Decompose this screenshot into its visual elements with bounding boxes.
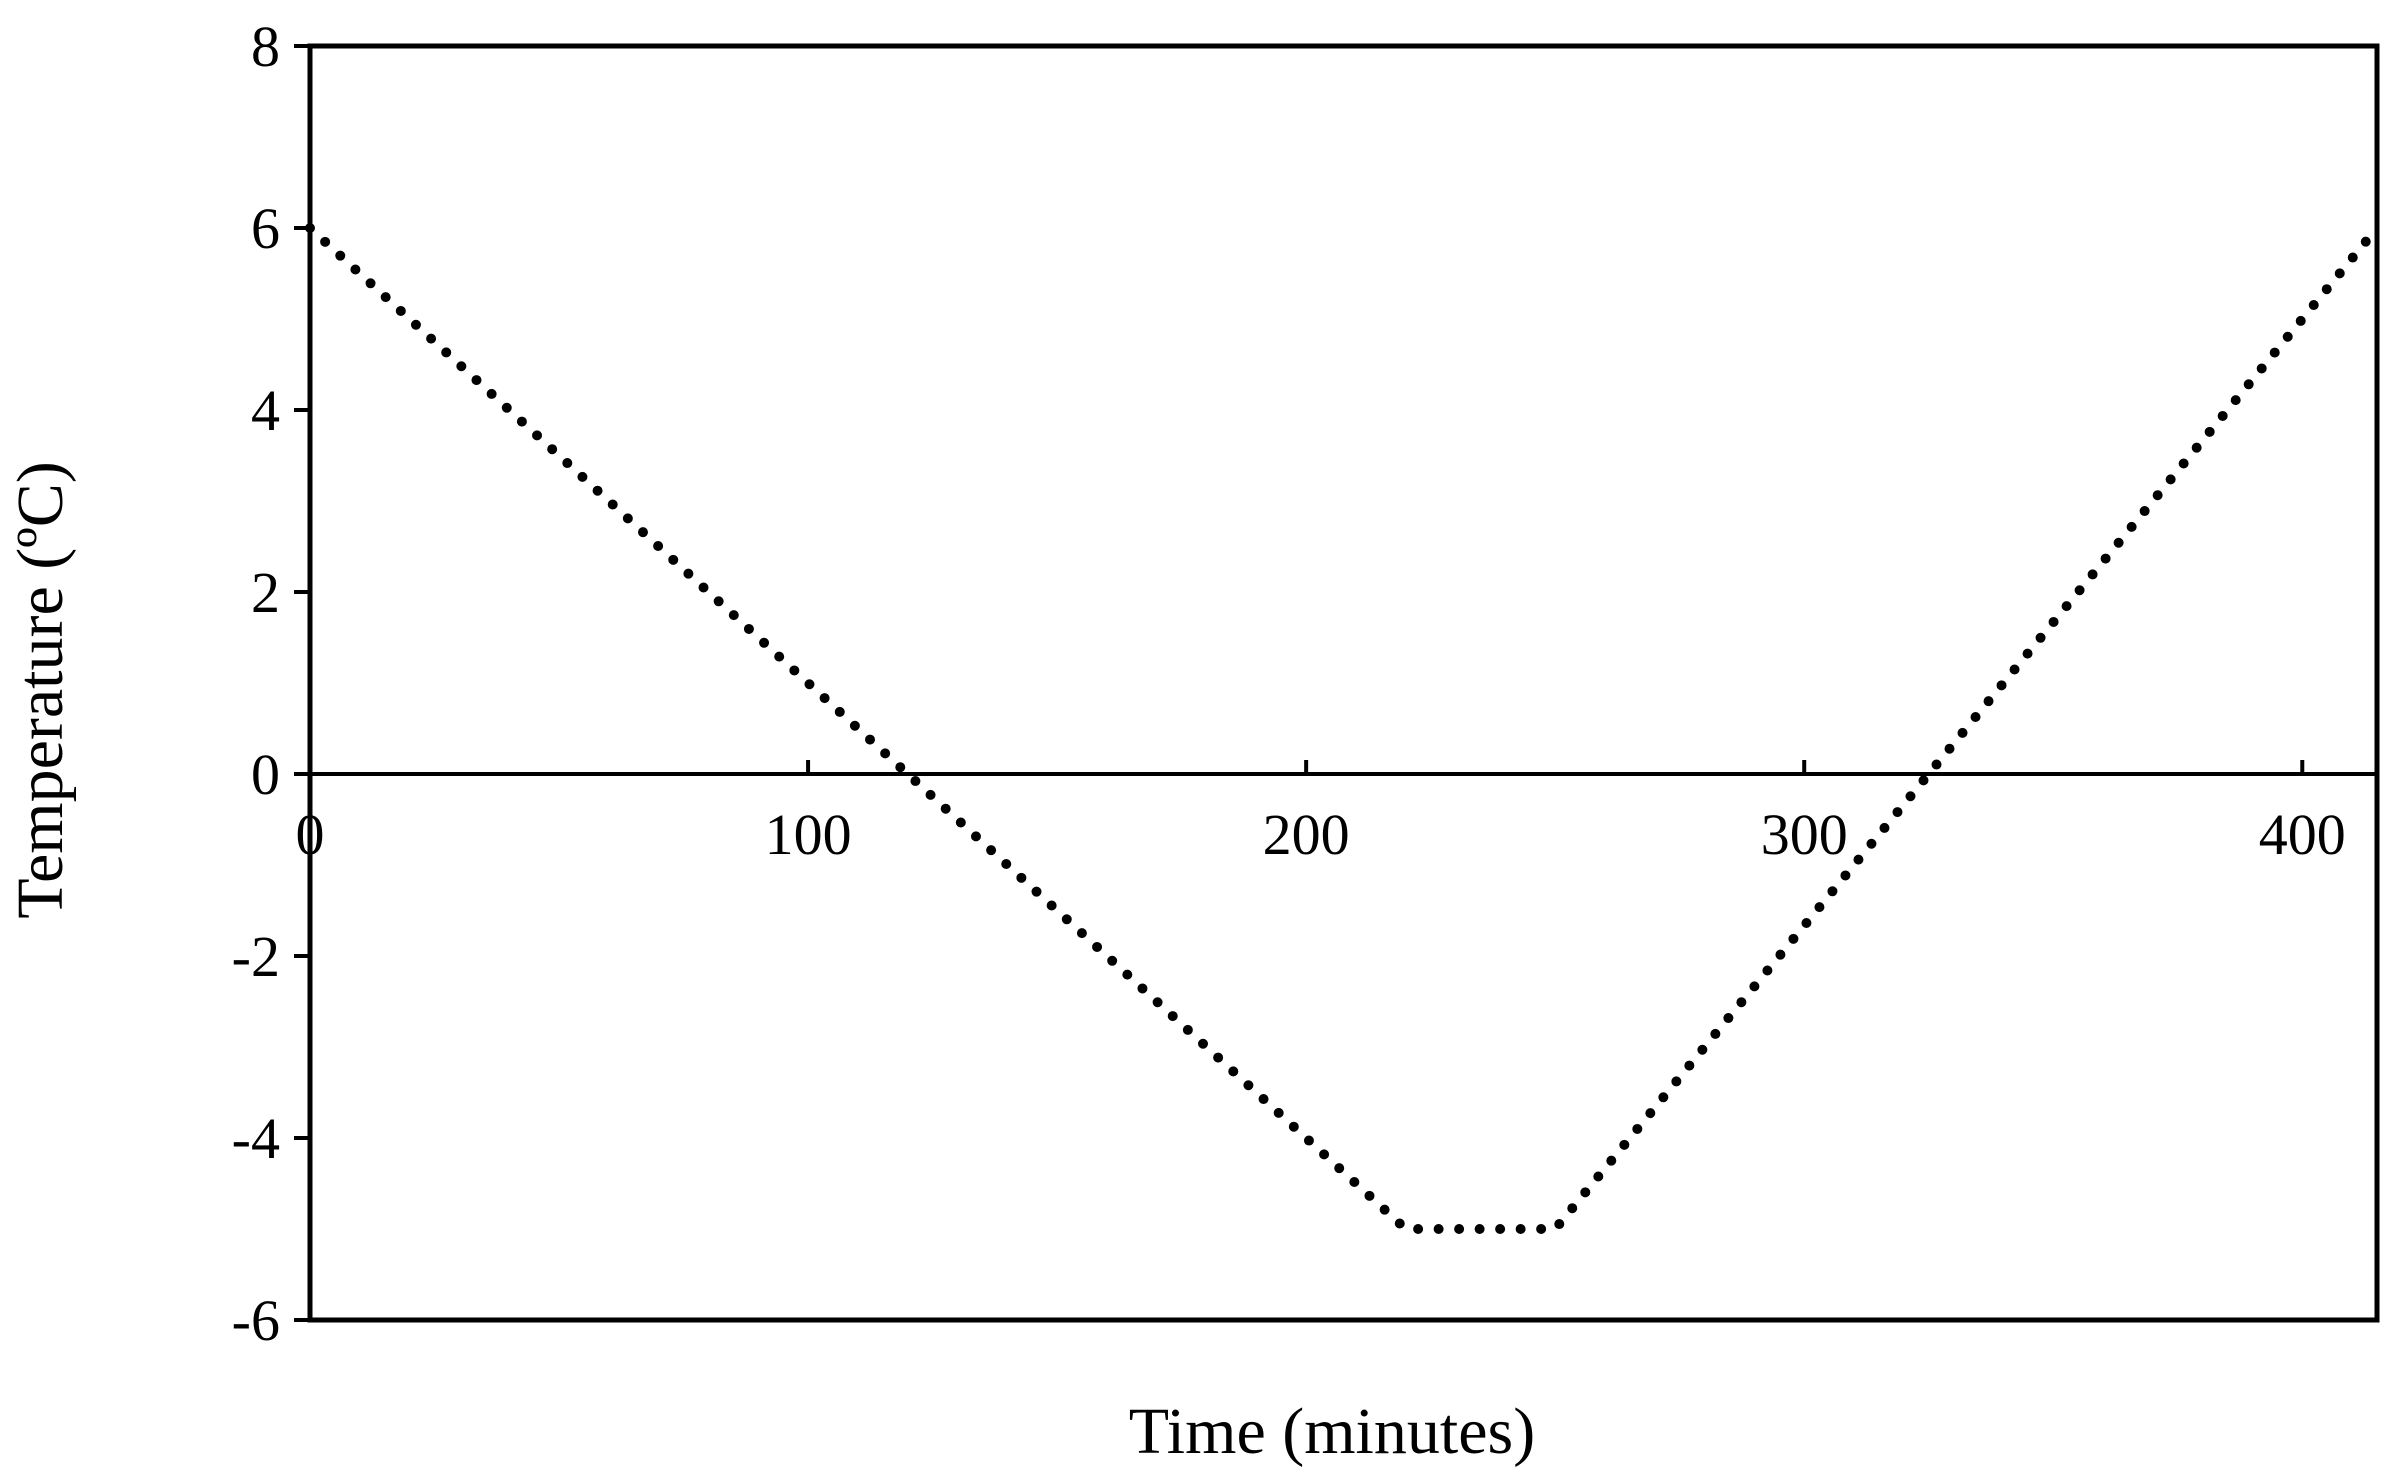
y-tick-label: -2 — [232, 924, 280, 989]
y-tick-label: 4 — [251, 378, 280, 443]
x-axis-ticks: 0 100 200 300 400 — [296, 760, 2346, 867]
y-tick-label: 8 — [251, 14, 280, 79]
y-axis-ticks: -6 -4 -2 0 2 4 6 8 — [232, 14, 310, 1353]
y-tick-label: 2 — [251, 560, 280, 625]
plot-frame — [307, 43, 2380, 1323]
y-tick-label: 6 — [251, 196, 280, 261]
series-group — [305, 223, 2382, 1234]
y-tick-label: -6 — [232, 1288, 280, 1353]
x-tick-label: 300 — [1761, 802, 1848, 867]
y-tick-label: -4 — [232, 1106, 280, 1171]
y-axis-title: Temperature (ºC) — [4, 461, 77, 918]
y-tick-label: 0 — [251, 742, 280, 807]
x-tick-label: 200 — [1263, 802, 1350, 867]
x-tick-label: 100 — [765, 802, 852, 867]
x-tick-label: 0 — [296, 802, 325, 867]
x-tick-label: 400 — [2259, 802, 2346, 867]
series-line — [305, 223, 2382, 1234]
plot-border — [307, 43, 2380, 1323]
x-axis-title: Time (minutes) — [1129, 1395, 1535, 1468]
